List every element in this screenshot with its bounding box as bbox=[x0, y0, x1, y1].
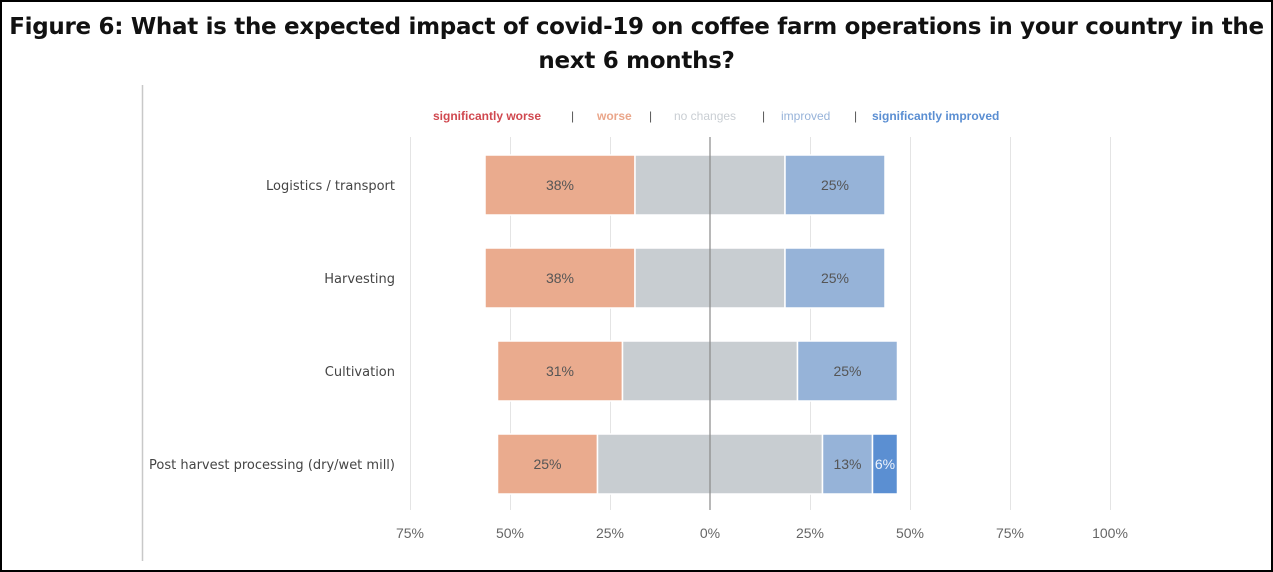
bar-value-label: 25% bbox=[821, 270, 849, 286]
chart-legend: significantly worse | worse | no changes… bbox=[0, 109, 1273, 127]
legend-separator: | bbox=[854, 109, 858, 123]
bar-value-label: 13% bbox=[833, 456, 861, 472]
x-tick-labels: 75% 50% 25% 0% 25% 50% 75% 100% bbox=[396, 525, 1128, 541]
legend-item-no-changes: no changes bbox=[674, 109, 737, 123]
x-tick-label: 50% bbox=[896, 525, 924, 541]
x-tick-label: 25% bbox=[796, 525, 824, 541]
x-tick-label: 75% bbox=[396, 525, 424, 541]
chart-title: Figure 6: What is the expected impact of… bbox=[9, 14, 1264, 74]
bar-value-label: 31% bbox=[546, 363, 574, 379]
bar-worse bbox=[484, 154, 636, 216]
bar-value-label: 25% bbox=[833, 363, 861, 379]
legend-item-improved: improved bbox=[781, 109, 831, 123]
legend-separator: | bbox=[571, 109, 575, 123]
bar-value-label: 25% bbox=[533, 456, 561, 472]
bars: 38% 25% 38% 25% 31% 25% 25% 13% 6% bbox=[484, 154, 899, 495]
x-tick-label: 50% bbox=[496, 525, 524, 541]
bar-improved bbox=[784, 154, 886, 216]
legend-separator: | bbox=[762, 109, 766, 123]
bar-value-label: 38% bbox=[546, 177, 574, 193]
bar-value-label: 25% bbox=[821, 177, 849, 193]
x-tick-label: 100% bbox=[1092, 525, 1128, 541]
x-tick-label: 25% bbox=[596, 525, 624, 541]
x-tick-label: 0% bbox=[700, 525, 720, 541]
x-tick-label: 75% bbox=[996, 525, 1024, 541]
bar-improved bbox=[784, 247, 886, 309]
category-label: Post harvest processing (dry/wet mill) bbox=[149, 458, 395, 473]
legend-separator: | bbox=[649, 109, 653, 123]
legend-item-significantly-improved: significantly improved bbox=[872, 109, 1000, 123]
bar-worse bbox=[484, 247, 636, 309]
legend-item-significantly-worse: significantly worse bbox=[433, 109, 542, 123]
bar-value-label: 38% bbox=[546, 270, 574, 286]
legend-item-worse: worse bbox=[597, 109, 632, 123]
bar-significantly-improved bbox=[871, 433, 899, 495]
category-labels: Logistics / transport Harvesting Cultivati… bbox=[149, 179, 395, 473]
category-label: Harvesting bbox=[324, 272, 395, 287]
bar-value-label: 6% bbox=[875, 456, 895, 472]
category-label: Logistics / transport bbox=[266, 179, 395, 194]
category-label: Cultivation bbox=[325, 365, 395, 380]
bar-worse bbox=[496, 433, 599, 495]
bar-improved bbox=[796, 340, 899, 402]
